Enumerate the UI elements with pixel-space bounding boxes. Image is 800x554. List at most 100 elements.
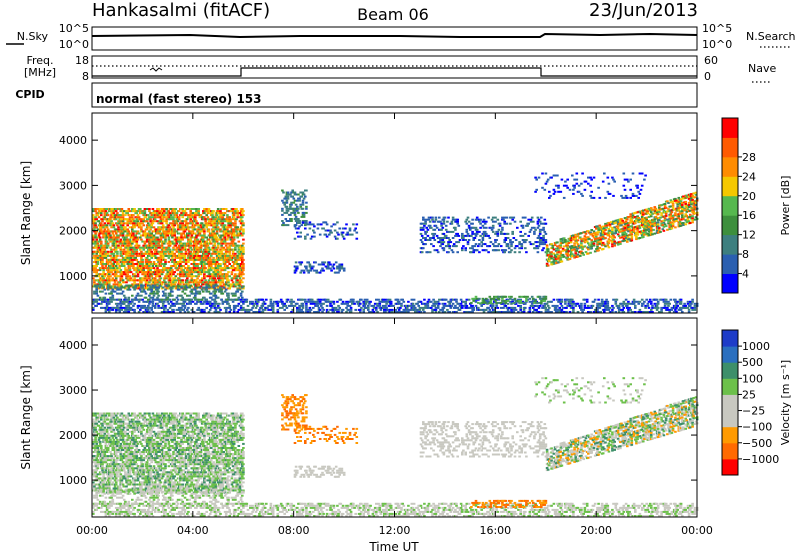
power-echo-cell bbox=[177, 267, 181, 270]
power-echo-cell bbox=[430, 300, 433, 303]
power-echo-cell bbox=[156, 296, 159, 299]
power-echo-cell bbox=[163, 300, 166, 303]
power-echo-cell bbox=[133, 308, 136, 311]
power-echo-cell bbox=[139, 308, 142, 311]
power-echo-cell bbox=[211, 298, 214, 301]
power-echo-cell bbox=[218, 252, 221, 255]
power-echo-cell bbox=[424, 239, 427, 241]
power-echo-cell bbox=[147, 222, 150, 225]
power-echo-cell bbox=[213, 306, 217, 309]
power-echo-cell bbox=[255, 302, 259, 305]
power-echo-cell bbox=[148, 234, 151, 237]
power-echo-cell bbox=[133, 281, 136, 284]
power-echo-cell bbox=[384, 300, 387, 303]
power-echo-cell bbox=[232, 228, 236, 231]
power-echo-cell bbox=[147, 300, 150, 303]
power-echo-cell bbox=[434, 300, 438, 303]
power-echo-cell bbox=[133, 283, 136, 286]
power-echo-cell bbox=[693, 306, 697, 309]
power-echo-cell bbox=[144, 292, 148, 295]
power-echo-cell bbox=[347, 308, 351, 311]
power-echo-cell bbox=[157, 250, 160, 253]
power-echo-cell bbox=[108, 277, 111, 280]
power-echo-cell bbox=[443, 216, 447, 219]
power-echo-cell bbox=[422, 302, 425, 305]
power-echo-cell bbox=[219, 273, 222, 276]
power-echo-cell bbox=[318, 233, 322, 236]
power-echo-cell bbox=[93, 290, 96, 293]
power-echo-cell bbox=[406, 306, 409, 309]
power-echo-cell bbox=[485, 308, 488, 311]
power-echo-cell bbox=[172, 218, 175, 221]
power-echo-cell bbox=[221, 302, 225, 305]
power-echo-cell bbox=[207, 238, 211, 241]
power-echo-cell bbox=[305, 304, 308, 307]
power-echo-cell bbox=[418, 308, 422, 311]
power-echo-cell bbox=[103, 263, 107, 265]
power-echo-cell bbox=[299, 203, 302, 206]
power-echo-cell bbox=[234, 294, 237, 297]
power-echo-cell bbox=[173, 234, 176, 237]
power-echo-cell bbox=[152, 294, 156, 297]
power-echo-cell bbox=[441, 302, 445, 305]
power-echo-cell bbox=[312, 223, 315, 226]
power-echo-cell bbox=[110, 263, 113, 265]
power-echo-cell bbox=[166, 308, 170, 311]
power-echo-cell bbox=[187, 258, 190, 261]
power-echo-cell bbox=[528, 300, 532, 303]
power-echo-cell bbox=[238, 230, 242, 233]
power-echo-cell bbox=[141, 212, 144, 215]
power-echo-cell bbox=[129, 302, 133, 305]
power-echo-cell bbox=[422, 216, 425, 219]
power-echo-cell bbox=[94, 216, 97, 219]
power-echo-cell bbox=[219, 283, 222, 286]
power-echo-cell bbox=[291, 195, 294, 198]
power-echo-cell bbox=[156, 220, 159, 223]
power-echo-cell bbox=[163, 298, 166, 301]
power-echo-cell bbox=[670, 308, 674, 311]
power-echo-cell bbox=[118, 311, 121, 313]
power-echo-cell bbox=[97, 275, 101, 278]
power-echo-cell bbox=[420, 234, 424, 237]
power-echo-cell bbox=[202, 238, 205, 241]
power-echo-cell bbox=[119, 226, 123, 229]
power-echo-cell bbox=[316, 304, 320, 307]
power-echo-cell bbox=[183, 304, 187, 307]
power-echo-cell bbox=[442, 232, 446, 235]
power-echo-cell bbox=[666, 308, 669, 311]
power-echo-cell bbox=[145, 277, 149, 280]
power-echo-cell bbox=[126, 263, 129, 265]
freq-tick-bottom: 8 bbox=[82, 70, 89, 83]
power-echo-cell bbox=[432, 234, 435, 237]
power-echo-cell bbox=[195, 236, 198, 239]
power-echo-cell bbox=[155, 286, 158, 289]
power-echo-cell bbox=[454, 306, 457, 309]
power-echo-cell bbox=[438, 216, 441, 219]
power-echo-cell bbox=[235, 208, 238, 210]
power-echo-cell bbox=[94, 224, 97, 227]
power-echo-cell bbox=[281, 207, 284, 210]
power-echo-cell bbox=[208, 240, 212, 243]
power-echo-cell bbox=[164, 258, 167, 261]
power-echo-cell bbox=[172, 248, 175, 251]
power-echo-cell bbox=[191, 292, 195, 295]
power-echo-cell bbox=[175, 230, 179, 233]
power-echo-cell bbox=[558, 298, 561, 301]
power-echo-cell bbox=[157, 238, 160, 241]
nsky-label: N.Sky bbox=[17, 30, 49, 43]
power-echo-cell bbox=[689, 300, 692, 303]
power-echo-cell bbox=[167, 246, 171, 249]
power-echo-cell bbox=[113, 281, 117, 284]
power-echo-cell bbox=[157, 286, 160, 289]
power-echo-cell bbox=[150, 244, 153, 247]
power-echo-cell bbox=[648, 298, 652, 301]
power-echo-cell bbox=[203, 208, 206, 210]
power-echo-cell bbox=[215, 284, 219, 287]
power-echo-cell bbox=[166, 248, 170, 251]
power-echo-cell bbox=[196, 286, 199, 289]
power-echo-cell bbox=[400, 304, 403, 307]
power-echo-cell bbox=[127, 286, 131, 289]
power-echo-cell bbox=[289, 213, 292, 216]
power-echo-cell bbox=[109, 265, 112, 267]
power-echo-cell bbox=[203, 308, 206, 311]
